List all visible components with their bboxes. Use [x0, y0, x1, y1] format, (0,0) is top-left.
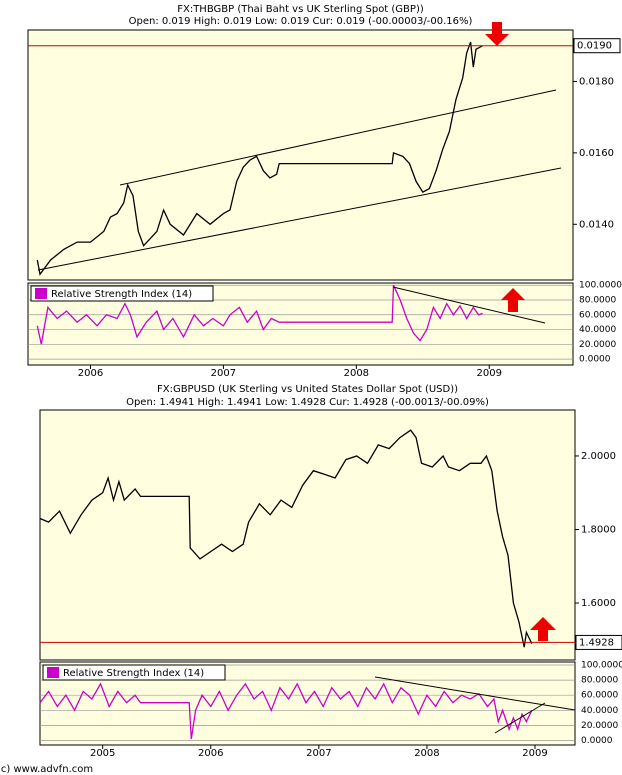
- trend-line: [392, 286, 546, 324]
- rsi-legend-box: [30, 285, 214, 302]
- red-arrow-down: [485, 22, 509, 46]
- x-tick-label: 2009: [477, 368, 502, 379]
- rsi-tick-label: 80.0000: [579, 295, 616, 305]
- y-tick-label: 0.0180: [579, 76, 614, 87]
- x-tick-label: 2008: [414, 748, 439, 759]
- rsi-tick-label: 100.0000: [581, 661, 622, 671]
- rsi-line: [39, 682, 533, 740]
- rsi-tick-label: 60.0000: [581, 691, 618, 701]
- rsi-legend-box: [42, 664, 226, 681]
- rsi-tick-label: 0.0000: [579, 355, 611, 365]
- x-tick-label: 2008: [344, 368, 369, 379]
- rsi-tick-label: 20.0000: [579, 340, 616, 350]
- chart-title: FX:GBPUSD (UK Sterling vs United States …: [157, 384, 458, 395]
- price-panel: [27, 29, 574, 281]
- chart-subtitle: Open: 0.019 High: 0.019 Low: 0.019 Cur: …: [129, 16, 473, 27]
- trend-line: [37, 167, 562, 271]
- x-tick-label: 2007: [211, 368, 236, 379]
- rsi-legend-text: Relative Strength Index (14): [63, 668, 204, 679]
- price-line: [39, 429, 533, 648]
- rsi-legend-swatch: [47, 667, 59, 678]
- last-price-label: 0.0190: [577, 41, 612, 52]
- y-tick-label: 0.0160: [579, 148, 614, 159]
- price-line: [36, 41, 483, 276]
- x-tick-label: 2009: [522, 748, 547, 759]
- trend-line: [119, 89, 557, 186]
- rsi-tick-label: 80.0000: [581, 676, 618, 686]
- y-tick-label: 0.0140: [579, 219, 614, 230]
- last-price-label: 1.4928: [579, 637, 614, 648]
- rsi-tick-label: 40.0000: [579, 325, 616, 335]
- red-arrow-up: [530, 617, 556, 641]
- last-price-box: [575, 634, 622, 650]
- y-tick-label: 1.6000: [581, 598, 616, 609]
- rsi-tick-label: 60.0000: [579, 310, 616, 320]
- rsi-tick-label: 100.0000: [579, 281, 622, 291]
- x-tick-label: 2007: [306, 748, 331, 759]
- trend-line: [494, 702, 546, 734]
- y-tick-label: 2.0000: [581, 451, 616, 462]
- footer: (c) www.advfn.com: [0, 764, 93, 775]
- rsi-legend-swatch: [35, 288, 47, 299]
- last-price-box: [573, 38, 621, 54]
- price-panel: [39, 409, 576, 661]
- rsi-line: [36, 284, 483, 345]
- rsi-tick-label: 40.0000: [581, 706, 618, 716]
- chart-title: FX:THBGBP (Thai Baht vs UK Sterling Spot…: [177, 4, 424, 15]
- x-tick-label: 2006: [198, 748, 223, 759]
- y-tick-label: 1.8000: [581, 524, 616, 535]
- x-tick-label: 2006: [78, 368, 103, 379]
- rsi-tick-label: 20.0000: [581, 721, 618, 731]
- chart-subtitle: Open: 1.4941 High: 1.4941 Low: 1.4928 Cu…: [126, 397, 489, 408]
- x-tick-label: 2005: [90, 748, 115, 759]
- red-arrow-up: [501, 288, 525, 312]
- rsi-tick-label: 0.0000: [581, 736, 613, 746]
- rsi-legend-text: Relative Strength Index (14): [51, 289, 192, 300]
